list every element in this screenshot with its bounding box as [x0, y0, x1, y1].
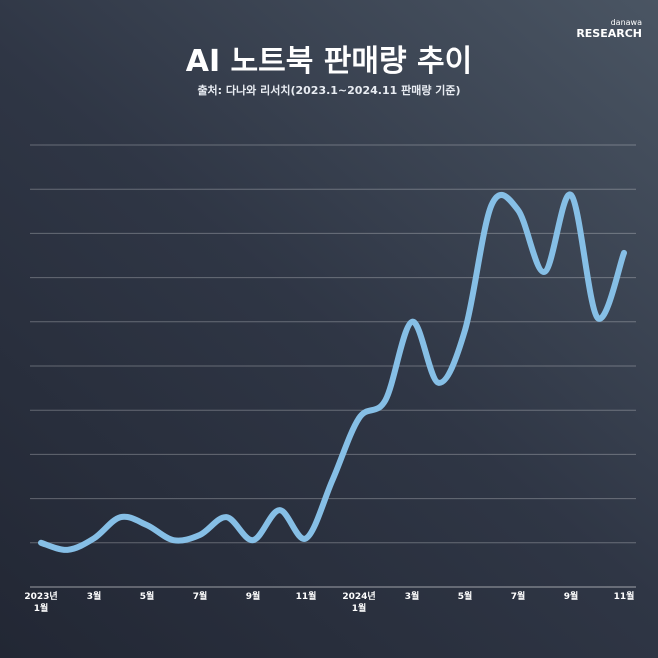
x-tick-label: 7월 — [192, 592, 208, 602]
x-tick-label: 3월 — [404, 592, 420, 602]
line — [38, 191, 627, 553]
logo-top: danawa — [610, 18, 642, 27]
chart-subtitle: 출처: 다나와 리서치(2023.1~2024.11 판매량 기준) — [197, 84, 461, 97]
chart-title: AI 노트북 판매량 추이 — [185, 44, 473, 79]
logo-bottom: RESEARCH — [576, 27, 642, 40]
x-tick-label: 2024년 1월 — [342, 592, 376, 614]
x-tick-label: 5월 — [457, 592, 473, 602]
x-tick-label: 11월 — [613, 592, 635, 602]
x-tick-label: 7월 — [510, 592, 526, 602]
x-tick-label: 11월 — [295, 592, 317, 602]
x-tick-label: 9월 — [245, 592, 261, 602]
x-tick-label: 2023년 1월 — [24, 592, 58, 614]
x-tick-label: 9월 — [563, 592, 579, 602]
x-tick-label: 5월 — [139, 592, 155, 602]
x-tick-label: 3월 — [86, 592, 102, 602]
